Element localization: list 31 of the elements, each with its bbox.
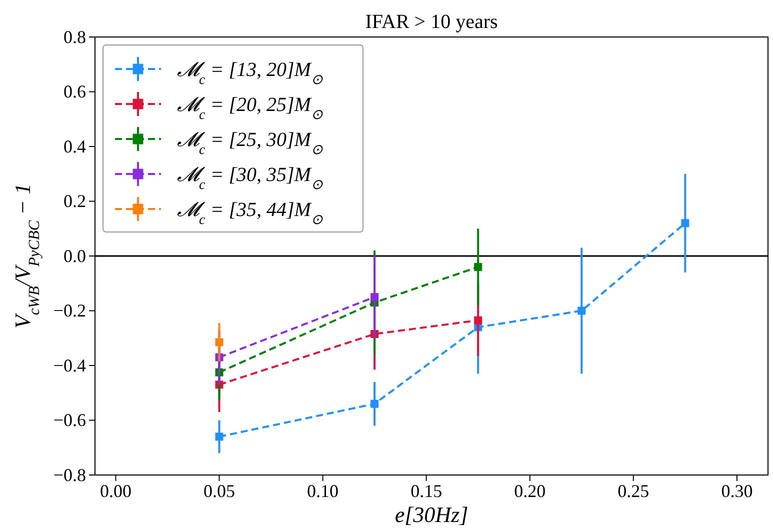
- point: [370, 293, 379, 302]
- legend-label: 𝓜$_{c}$ = [25, 30]M$_{⊙}$: [177, 129, 323, 158]
- y-tick-label: 0.6: [64, 82, 86, 102]
- point: [474, 316, 482, 324]
- y-tick-label: −0.4: [53, 355, 86, 376]
- point: [578, 306, 586, 315]
- point: [370, 400, 379, 408]
- chart-title: IFAR > 10 years: [365, 11, 498, 33]
- legend-label: 𝓜$_{c}$ = [13, 20]M$_{⊙}$: [177, 59, 323, 88]
- y-tick-label: 0.8: [64, 26, 86, 47]
- x-tick-label: 0.05: [203, 480, 235, 501]
- x-tick-label: 0.30: [721, 480, 753, 501]
- y-tick-label: 0.4: [64, 136, 86, 156]
- point: [474, 262, 482, 271]
- point: [681, 219, 690, 228]
- x-axis-title: e[30Hz]: [394, 502, 468, 527]
- y-tick-label: −0.2: [53, 300, 86, 321]
- x-tick-label: 0.20: [514, 480, 546, 501]
- legend-label: 𝓜$_{c}$ = [35, 44]M$_{⊙}$: [177, 199, 323, 228]
- y-tick-label: 0.0: [64, 246, 86, 266]
- x-tick-label: 0.00: [100, 480, 132, 501]
- x-tick-label: 0.10: [307, 480, 339, 501]
- x-tick-label: 0.25: [618, 480, 650, 501]
- x-tick-label: 0.15: [410, 480, 442, 501]
- point: [215, 432, 224, 441]
- legend-label: 𝓜$_{c}$ = [20, 25]M$_{⊙}$: [177, 94, 323, 122]
- y-tick-label: −0.6: [53, 410, 86, 430]
- point: [215, 338, 224, 346]
- y-tick-label: −0.8: [53, 464, 86, 485]
- y-tick-label: 0.2: [64, 191, 86, 212]
- legend-label: 𝓜$_{c}$ = [30, 35]M$_{⊙}$: [177, 164, 323, 192]
